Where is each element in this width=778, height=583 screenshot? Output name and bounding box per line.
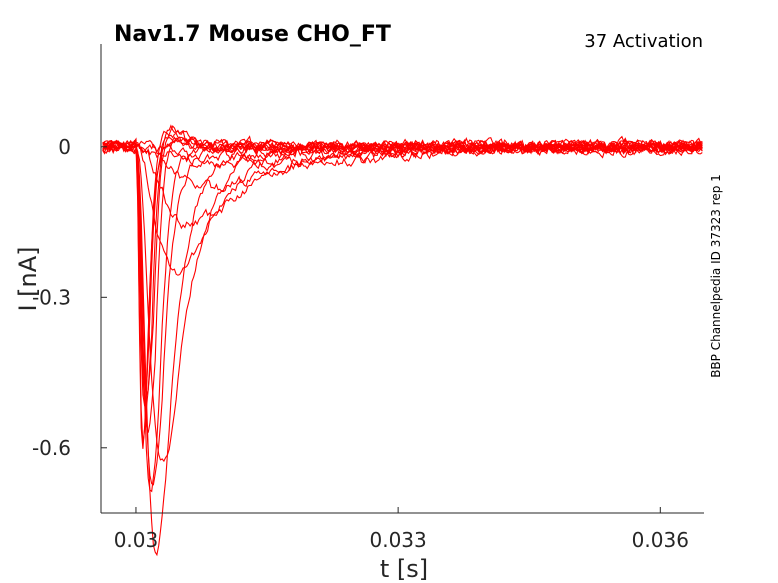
current-trace: [102, 139, 703, 557]
current-trace: [102, 130, 703, 445]
x-tick-label: 0.036: [632, 528, 689, 552]
x-tick-label: 0.033: [369, 528, 426, 552]
current-trace: [102, 139, 703, 276]
side-label: BBP Channelpedia ID 37323 rep 1: [709, 174, 723, 378]
current-trace: [102, 138, 703, 486]
y-tick-label: -0.6: [32, 436, 71, 460]
y-ticks: 0 -0.3 -0.6: [32, 135, 107, 460]
x-tick-label: 0.03: [114, 528, 159, 552]
y-tick-label: -0.3: [32, 285, 71, 309]
current-trace: [102, 135, 703, 493]
current-trace: [102, 136, 703, 407]
current-trace: [102, 140, 703, 163]
current-trace: [102, 137, 703, 463]
trace-group: [102, 124, 703, 557]
current-trace: [102, 125, 703, 397]
y-axis-label: I [nA]: [14, 246, 42, 311]
current-trace: [102, 139, 703, 193]
x-ticks: 0.03 0.033 0.036: [114, 507, 689, 552]
current-trace: [102, 124, 703, 410]
protocol-label: 37 Activation: [584, 31, 703, 52]
y-tick-label: 0: [58, 135, 71, 159]
chart-title: Nav1.7 Mouse CHO_FT: [114, 22, 391, 47]
x-axis-label: t [s]: [380, 555, 428, 583]
current-trace: [102, 138, 703, 230]
